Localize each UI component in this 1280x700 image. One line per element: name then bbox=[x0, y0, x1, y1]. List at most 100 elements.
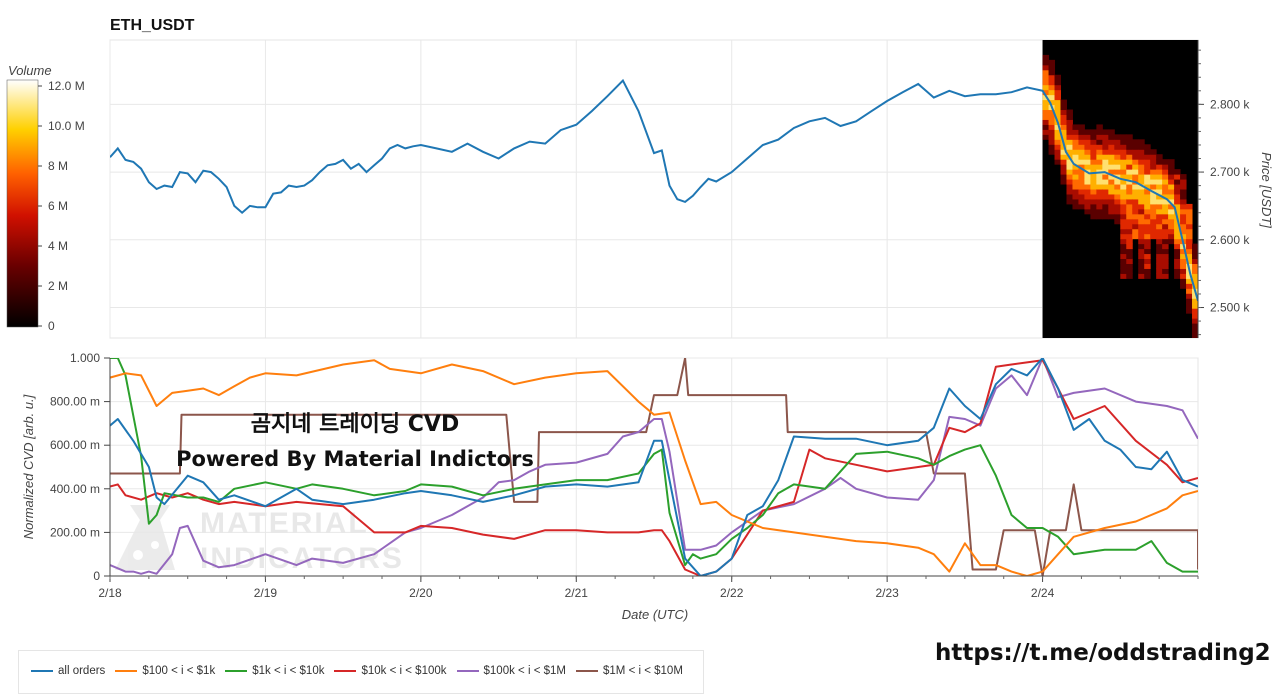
heatmap-cell bbox=[1120, 253, 1127, 260]
heatmap-cell bbox=[1066, 179, 1073, 185]
heatmap-cell bbox=[1114, 218, 1121, 225]
heatmap-cell bbox=[1156, 223, 1163, 230]
heatmap-cell bbox=[1144, 238, 1151, 245]
heatmap-cell bbox=[1174, 169, 1181, 175]
heatmap-cell bbox=[1126, 189, 1133, 195]
heatmap-cell bbox=[1132, 189, 1139, 195]
heatmap-cell bbox=[1126, 174, 1133, 180]
heatmap-cell bbox=[1102, 129, 1109, 135]
heatmap-cell bbox=[1144, 198, 1151, 205]
heatmap-cell bbox=[1156, 164, 1163, 170]
heatmap-cell bbox=[1144, 208, 1151, 215]
heatmap-cell bbox=[1132, 139, 1139, 145]
heatmap-cell bbox=[1096, 134, 1103, 140]
heatmap-cell bbox=[1138, 139, 1145, 145]
heatmap-cell bbox=[1138, 238, 1145, 245]
heatmap-cell bbox=[1126, 193, 1133, 200]
heatmap-cell bbox=[1108, 134, 1115, 140]
heatmap-cell bbox=[1078, 134, 1085, 140]
legend-item[interactable]: $1M < i < $10M bbox=[576, 665, 683, 677]
legend-item[interactable]: $10k < i < $100k bbox=[334, 665, 447, 677]
heatmap-cell bbox=[1108, 203, 1115, 210]
heatmap-cell bbox=[1144, 169, 1151, 175]
heatmap-cell bbox=[1090, 193, 1097, 200]
heatmap-cell bbox=[1102, 193, 1109, 200]
legend-item[interactable]: $100 < i < $1k bbox=[115, 665, 215, 677]
heatmap-cell bbox=[1162, 218, 1169, 225]
x-tick-label: 2/24 bbox=[1031, 586, 1055, 600]
heatmap-cell bbox=[1138, 179, 1145, 185]
heatmap-cell bbox=[1126, 263, 1133, 269]
heatmap-cell bbox=[1054, 79, 1062, 86]
telegram-link[interactable]: https://t.me/oddstrading2 bbox=[935, 640, 1271, 666]
heatmap-cell bbox=[1120, 184, 1127, 190]
heatmap-cell bbox=[1072, 144, 1079, 150]
heatmap-cell bbox=[1132, 174, 1139, 180]
heatmap-cell bbox=[1072, 149, 1079, 155]
colorbar-gradient bbox=[6, 79, 39, 328]
heatmap-cell bbox=[1186, 283, 1193, 289]
heatmap-cell bbox=[1150, 149, 1157, 155]
heatmap-cell bbox=[1096, 129, 1103, 135]
heatmap-cell bbox=[1126, 164, 1133, 170]
heatmap-cell bbox=[1114, 189, 1121, 195]
heatmap-cell bbox=[1084, 154, 1091, 160]
heatmap-cell bbox=[1078, 149, 1085, 155]
heatmap-cell bbox=[1078, 129, 1085, 135]
heatmap-cell bbox=[1138, 243, 1145, 250]
legend-item[interactable]: $1k < i < $10k bbox=[225, 665, 324, 677]
heatmap-cell bbox=[1126, 248, 1133, 255]
heatmap-cell bbox=[1072, 189, 1079, 195]
heatmap-cell bbox=[1120, 193, 1127, 200]
price-plot-area bbox=[109, 39, 1199, 339]
heatmap-cell bbox=[1162, 169, 1169, 175]
heatmap-cell bbox=[1048, 139, 1056, 145]
heatmap-cell bbox=[1060, 179, 1067, 185]
heatmap-cell bbox=[1132, 164, 1139, 170]
heatmap-cell bbox=[1174, 238, 1181, 245]
heatmap-cell bbox=[1186, 298, 1193, 304]
heatmap-cell bbox=[1168, 198, 1175, 205]
heatmap-cell bbox=[1078, 169, 1085, 175]
heatmap-cell bbox=[1192, 268, 1198, 274]
heatmap-cell bbox=[1180, 184, 1187, 190]
cvd-grid bbox=[109, 357, 1198, 577]
heatmap-cell bbox=[1042, 119, 1050, 125]
legend-item[interactable]: $100k < i < $1M bbox=[456, 665, 566, 677]
heatmap-cell bbox=[1180, 174, 1187, 180]
heatmap-cell bbox=[1150, 208, 1157, 215]
heatmap-cell bbox=[1168, 193, 1175, 200]
heatmap-cell bbox=[1048, 134, 1056, 140]
heatmap-cell bbox=[1162, 198, 1169, 205]
heatmap-cell bbox=[1060, 169, 1067, 175]
heatmap-cell bbox=[1096, 208, 1103, 215]
heatmap-cell bbox=[1168, 228, 1175, 235]
heatmap-cell bbox=[1072, 198, 1079, 205]
cvd-line-all-orders bbox=[110, 358, 1198, 576]
colorbar-tick-label: 2 M bbox=[48, 279, 68, 293]
heatmap-cell bbox=[1156, 198, 1163, 205]
heatmap-cell bbox=[1090, 203, 1097, 210]
legend-item[interactable]: all orders bbox=[31, 665, 105, 677]
heatmap-cell bbox=[1066, 144, 1073, 150]
heatmap-cell bbox=[1162, 243, 1169, 250]
heatmap-cell bbox=[1114, 198, 1121, 205]
heatmap-cell bbox=[1156, 228, 1163, 235]
heatmap-cell bbox=[1060, 124, 1067, 130]
price-tick-label: 2.600 k bbox=[1210, 233, 1250, 247]
heatmap-cell bbox=[1072, 179, 1079, 185]
heatmap-cell bbox=[1156, 174, 1163, 180]
colorbar-tick-label: 4 M bbox=[48, 239, 68, 253]
heatmap-cell bbox=[1060, 149, 1067, 155]
heatmap-cell bbox=[1108, 184, 1115, 190]
heatmap-cell bbox=[1156, 248, 1163, 255]
volume-heatmap bbox=[1042, 40, 1198, 338]
heatmap-cell bbox=[1144, 144, 1151, 150]
heatmap-cell bbox=[1096, 203, 1103, 210]
heatmap-cell bbox=[1108, 144, 1115, 150]
heatmap-cell bbox=[1156, 154, 1163, 160]
watermark-logo-icon bbox=[115, 505, 175, 570]
heatmap-cell bbox=[1132, 169, 1139, 175]
heatmap-cell bbox=[1180, 253, 1187, 260]
heatmap-cell bbox=[1054, 94, 1062, 101]
